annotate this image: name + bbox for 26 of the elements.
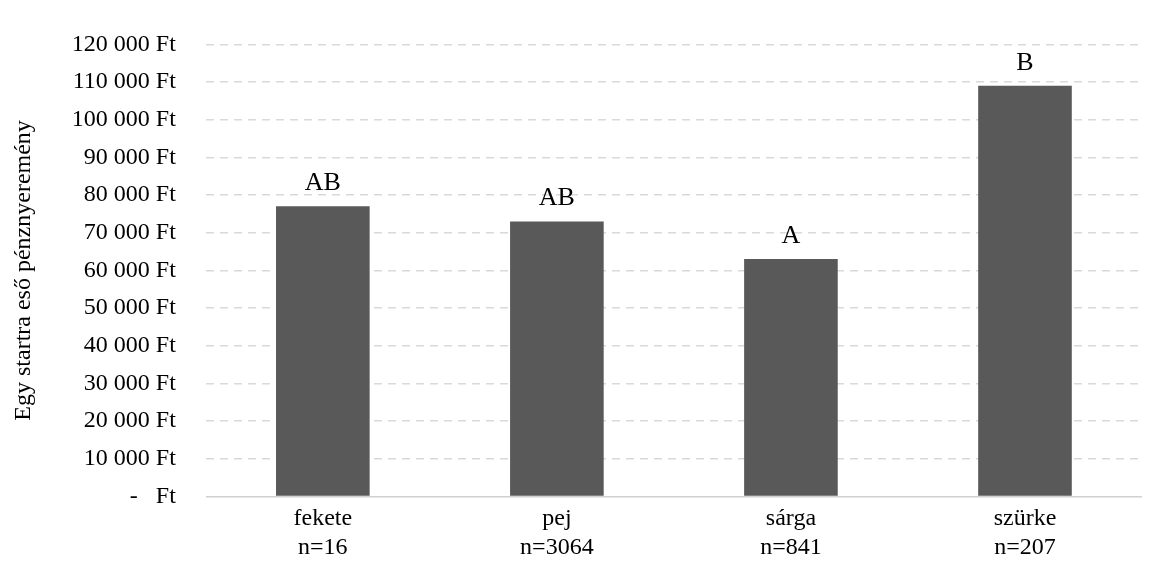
y-tick-label: 90 000 Ft [83, 142, 177, 169]
y-tick-label: 120 000 Ft [71, 29, 177, 56]
annotation: A [781, 219, 801, 249]
y-tick-label: - Ft [129, 481, 177, 508]
y-tick-label: 50 000 Ft [83, 293, 177, 320]
annotation: AB [538, 182, 575, 212]
x-tick-label: fekete n=16 [293, 504, 353, 559]
bar [276, 206, 370, 496]
y-axis-title: Egy startra eső pénznyeremény [8, 120, 35, 421]
x-tick-label: szürke n=207 [993, 504, 1057, 559]
y-tick-label: 110 000 Ft [72, 67, 177, 94]
bar [978, 85, 1072, 496]
y-tick-label: 100 000 Ft [71, 105, 177, 132]
annotation: B [1016, 46, 1034, 76]
annotation: AB [304, 167, 341, 197]
y-tick-label: 20 000 Ft [83, 406, 177, 433]
y-tick-label: 80 000 Ft [83, 180, 177, 207]
y-tick-label: 60 000 Ft [83, 255, 177, 282]
y-tick-label: 10 000 Ft [83, 444, 177, 471]
y-tick-label: 30 000 Ft [83, 368, 177, 395]
bar [510, 221, 604, 496]
x-tick-label: sárga n=841 [760, 504, 822, 559]
x-tick-label: pej n=3064 [520, 504, 594, 559]
y-tick-label: 40 000 Ft [83, 331, 177, 358]
bar [744, 259, 838, 496]
y-tick-label: 70 000 Ft [83, 218, 177, 245]
